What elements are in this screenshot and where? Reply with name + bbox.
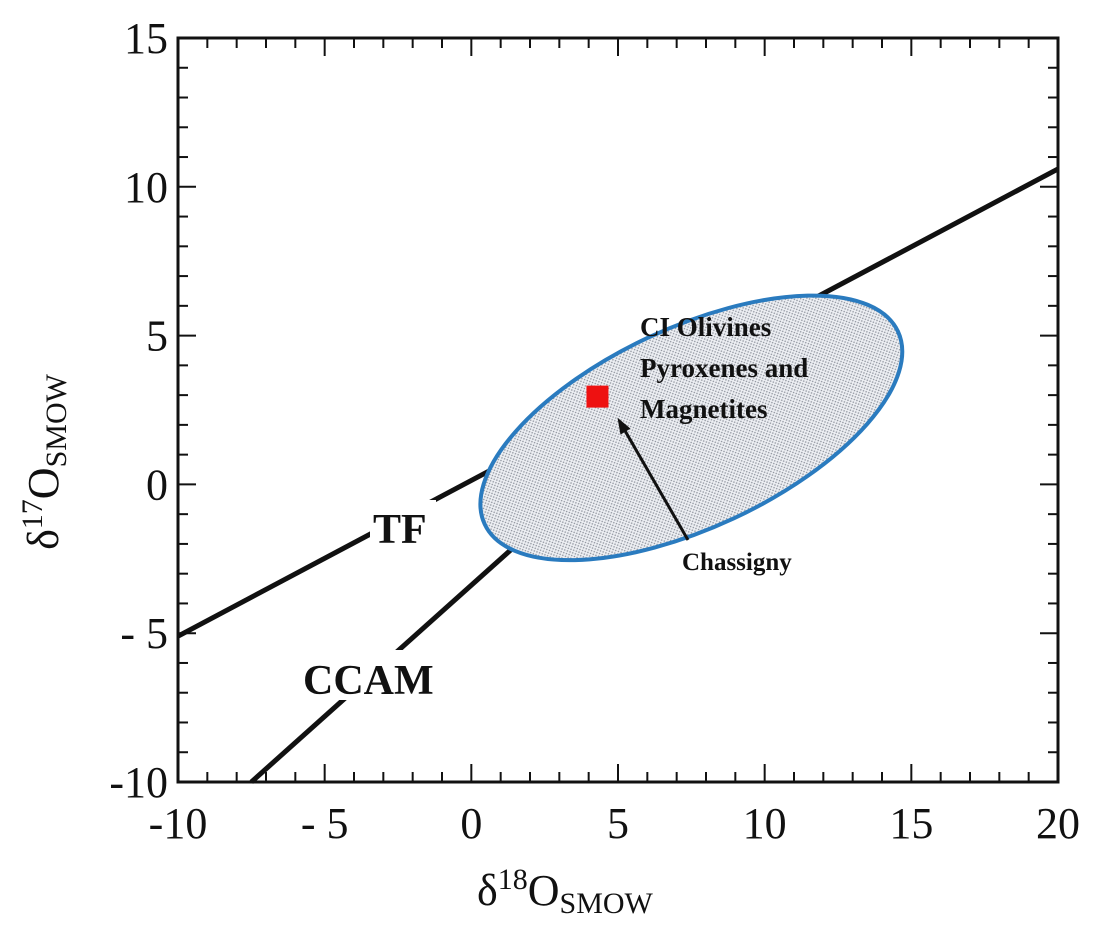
y-tick-label: 10: [124, 163, 168, 212]
region-label-line-2: Pyroxenes and: [640, 353, 808, 383]
y-tick-label: 0: [146, 460, 168, 509]
region-label-line-3: Magnetites: [640, 394, 767, 424]
x-tick-label: 5: [607, 799, 629, 848]
chassigny-label: Chassigny: [682, 549, 792, 576]
arrow-shaft: [620, 423, 690, 541]
y-tick-label: -10: [109, 758, 168, 807]
x-tick-label: 10: [743, 799, 787, 848]
y-tick-label: - 5: [120, 609, 168, 658]
x-tick-label: 15: [889, 799, 933, 848]
ccam-label-bg: [300, 650, 470, 700]
x-tick-label: -10: [149, 799, 208, 848]
x-axis-title: δ18OSMOW: [477, 863, 654, 920]
ci-minerals-region: [478, 293, 905, 563]
tf-line-label: TF: [373, 507, 427, 553]
x-tick-label: 20: [1036, 799, 1080, 848]
region-label: CI Olivines Pyroxenes and Magnetites: [640, 312, 808, 424]
region-label-line-1: CI Olivines: [640, 312, 771, 342]
x-tick-label: - 5: [301, 799, 349, 848]
chassigny-point: [586, 385, 609, 408]
y-tick-label: 5: [146, 312, 168, 361]
chassigny-arrow: [617, 417, 690, 541]
x-tick-label: 0: [460, 799, 482, 848]
arrow-head: [617, 417, 631, 435]
y-axis-title: δ17OSMOW: [16, 373, 73, 550]
tf-label-bg: [370, 500, 436, 548]
ccam-line-label: CCAM: [303, 658, 434, 704]
y-tick-label: 15: [124, 14, 168, 63]
